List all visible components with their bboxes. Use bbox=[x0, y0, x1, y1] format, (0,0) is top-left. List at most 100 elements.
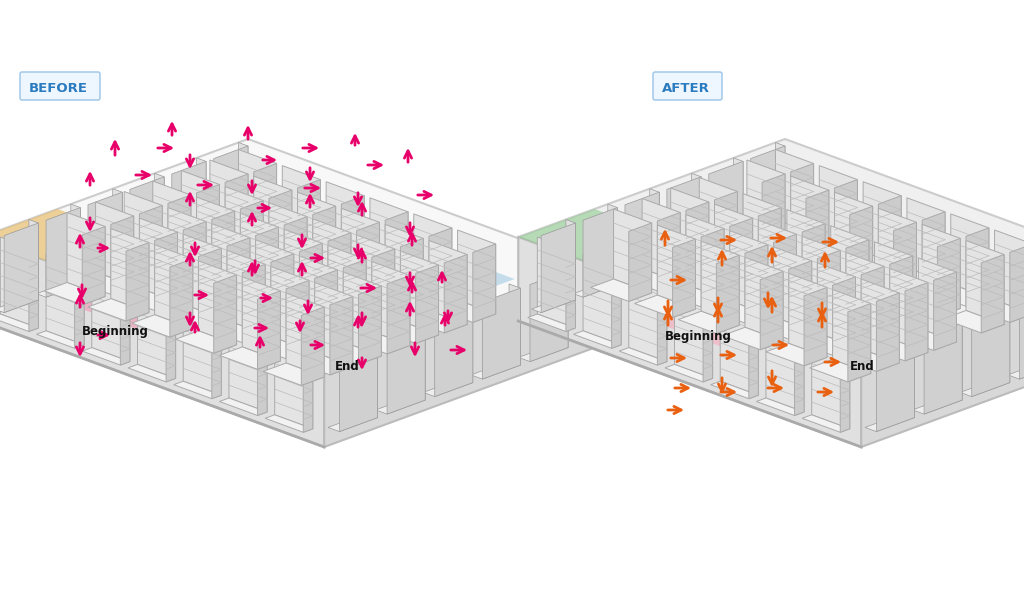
Polygon shape bbox=[879, 195, 901, 274]
Polygon shape bbox=[846, 252, 884, 336]
Polygon shape bbox=[865, 413, 914, 432]
Polygon shape bbox=[808, 296, 868, 318]
Polygon shape bbox=[671, 188, 709, 272]
Polygon shape bbox=[172, 162, 206, 251]
Polygon shape bbox=[257, 291, 281, 369]
Polygon shape bbox=[846, 240, 868, 318]
Polygon shape bbox=[75, 268, 84, 348]
Polygon shape bbox=[919, 258, 956, 342]
Polygon shape bbox=[166, 301, 175, 382]
Polygon shape bbox=[367, 336, 378, 418]
Polygon shape bbox=[339, 340, 378, 432]
Polygon shape bbox=[961, 378, 1010, 397]
Polygon shape bbox=[899, 295, 961, 317]
Polygon shape bbox=[271, 266, 309, 350]
Polygon shape bbox=[243, 277, 281, 361]
Polygon shape bbox=[591, 279, 651, 301]
Polygon shape bbox=[890, 268, 928, 352]
Polygon shape bbox=[314, 283, 353, 366]
Polygon shape bbox=[298, 179, 321, 258]
Polygon shape bbox=[642, 300, 785, 352]
Polygon shape bbox=[385, 212, 408, 290]
Polygon shape bbox=[0, 139, 591, 363]
Polygon shape bbox=[283, 166, 321, 249]
Polygon shape bbox=[810, 359, 870, 382]
Polygon shape bbox=[111, 229, 148, 312]
Polygon shape bbox=[92, 271, 130, 362]
Polygon shape bbox=[387, 323, 425, 414]
Polygon shape bbox=[0, 237, 39, 328]
Polygon shape bbox=[675, 287, 713, 378]
Polygon shape bbox=[204, 220, 248, 236]
Polygon shape bbox=[907, 198, 945, 282]
Polygon shape bbox=[0, 237, 325, 447]
Polygon shape bbox=[153, 181, 190, 265]
Polygon shape bbox=[657, 213, 680, 291]
Text: End: End bbox=[850, 360, 874, 373]
Polygon shape bbox=[730, 218, 753, 296]
Polygon shape bbox=[629, 223, 651, 301]
Polygon shape bbox=[861, 265, 1024, 447]
Polygon shape bbox=[111, 216, 134, 295]
Polygon shape bbox=[372, 249, 394, 327]
Polygon shape bbox=[830, 226, 868, 310]
Polygon shape bbox=[890, 256, 912, 334]
Polygon shape bbox=[538, 237, 575, 328]
Polygon shape bbox=[37, 331, 84, 348]
Polygon shape bbox=[937, 238, 961, 317]
Polygon shape bbox=[301, 307, 325, 386]
Polygon shape bbox=[189, 293, 250, 316]
Polygon shape bbox=[791, 163, 814, 242]
Polygon shape bbox=[312, 219, 351, 303]
Polygon shape bbox=[325, 265, 591, 447]
Polygon shape bbox=[88, 299, 148, 321]
Polygon shape bbox=[199, 248, 221, 327]
Polygon shape bbox=[145, 277, 206, 300]
Polygon shape bbox=[518, 343, 568, 362]
Polygon shape bbox=[835, 179, 857, 258]
Polygon shape bbox=[274, 262, 336, 285]
Polygon shape bbox=[743, 194, 781, 277]
Polygon shape bbox=[699, 235, 743, 251]
Polygon shape bbox=[733, 158, 743, 238]
Polygon shape bbox=[817, 263, 855, 347]
Polygon shape bbox=[356, 222, 380, 301]
Polygon shape bbox=[128, 364, 175, 382]
Polygon shape bbox=[741, 220, 785, 236]
Polygon shape bbox=[435, 305, 473, 397]
Polygon shape bbox=[229, 321, 267, 412]
Polygon shape bbox=[168, 207, 206, 292]
Polygon shape bbox=[759, 207, 781, 286]
Polygon shape bbox=[241, 201, 263, 279]
Polygon shape bbox=[923, 225, 961, 308]
Polygon shape bbox=[1019, 288, 1024, 379]
Polygon shape bbox=[701, 241, 739, 325]
Polygon shape bbox=[717, 255, 739, 334]
Polygon shape bbox=[376, 396, 425, 414]
Polygon shape bbox=[657, 250, 701, 266]
Polygon shape bbox=[722, 327, 783, 350]
Polygon shape bbox=[254, 163, 276, 242]
Text: AFTER: AFTER bbox=[662, 83, 710, 96]
Polygon shape bbox=[219, 398, 267, 415]
Polygon shape bbox=[950, 319, 963, 400]
Polygon shape bbox=[187, 230, 248, 252]
Polygon shape bbox=[299, 244, 323, 322]
Polygon shape bbox=[928, 284, 989, 307]
Polygon shape bbox=[699, 178, 737, 261]
Polygon shape bbox=[161, 304, 221, 327]
Polygon shape bbox=[227, 250, 265, 334]
Polygon shape bbox=[950, 214, 989, 298]
Polygon shape bbox=[57, 244, 229, 307]
Polygon shape bbox=[518, 209, 690, 272]
Polygon shape bbox=[175, 331, 237, 353]
Polygon shape bbox=[861, 279, 899, 363]
Polygon shape bbox=[216, 220, 276, 242]
Polygon shape bbox=[812, 262, 872, 285]
FancyBboxPatch shape bbox=[20, 72, 100, 100]
Polygon shape bbox=[257, 335, 267, 415]
Polygon shape bbox=[328, 245, 367, 330]
Polygon shape bbox=[934, 272, 956, 350]
Polygon shape bbox=[715, 191, 737, 270]
Polygon shape bbox=[248, 336, 309, 359]
